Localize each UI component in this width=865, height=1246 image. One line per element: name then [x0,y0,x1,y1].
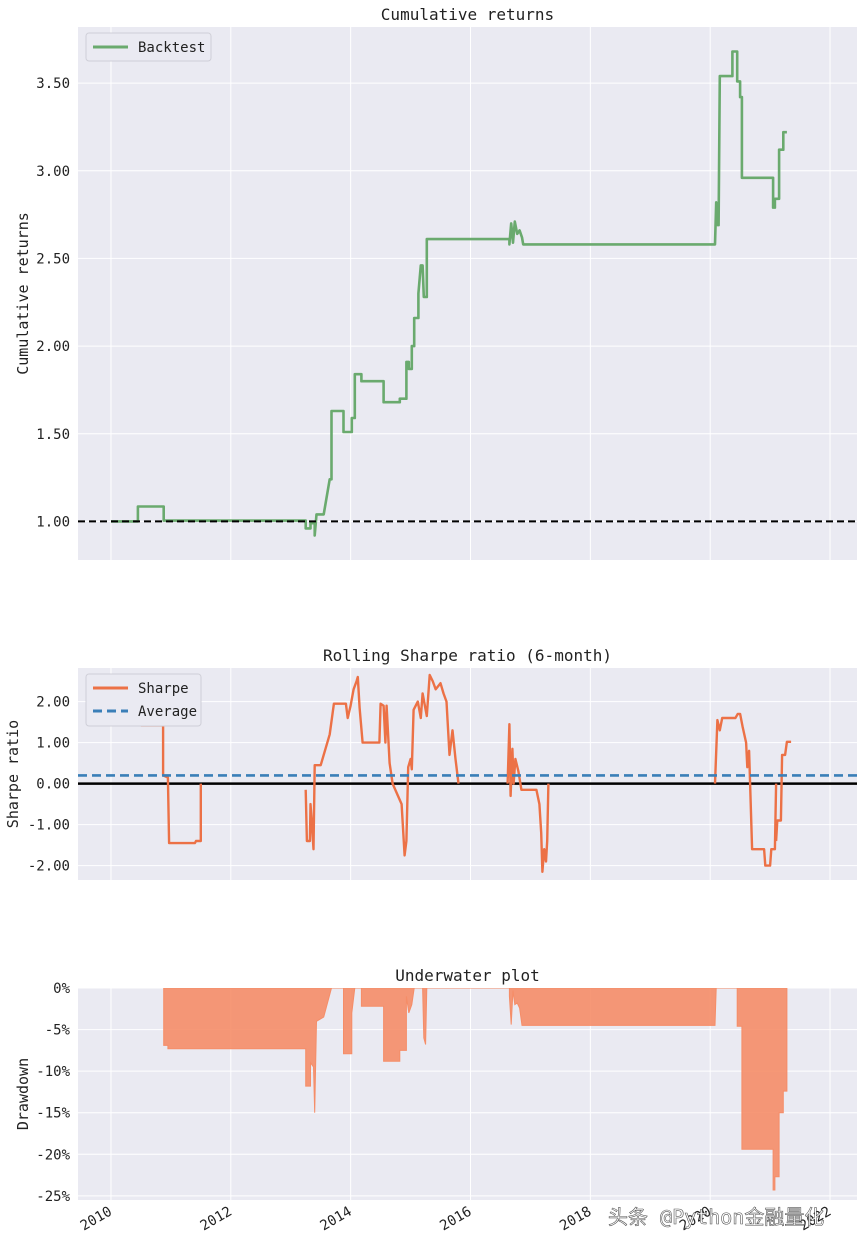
x-tick-label: 2014 [317,1204,354,1235]
y-tick-label: 3.00 [36,164,70,180]
x-tick-label: 2018 [557,1204,594,1235]
y-tick-label: -10% [36,1064,70,1080]
y-tick-label: 1.00 [36,514,70,530]
plot-background [78,668,857,880]
legend-label-sharpe: Sharpe [138,681,189,697]
plot-area [163,988,788,1191]
y-tick-label: -20% [36,1147,70,1163]
y-tick-label: -1.00 [28,818,70,834]
x-tick-label: 2010 [78,1204,115,1235]
plot-background [78,27,857,560]
grid [78,27,857,560]
legend-label-backtest: Backtest [138,40,205,56]
sharpe-line-segment-4 [713,712,778,867]
y-tick-label: -5% [45,1023,71,1039]
chart-panel-2: Rolling Sharpe ratio (6-month) -2.00 -1.00… [4,646,857,880]
backtest-line [111,50,787,537]
plot-area [78,673,857,873]
y-tick-label: -25% [36,1189,70,1205]
chart-title: Rolling Sharpe ratio (6-month) [323,646,612,665]
legend-box [85,32,212,62]
sharpe-line-segment-3 [506,723,550,873]
y-tick-label: 0.00 [36,777,70,793]
drawdown-area [163,988,788,1191]
y-tick-label: -15% [36,1106,70,1122]
y-tick-label: 1.50 [36,427,70,443]
y-tick-label: -2.00 [28,859,70,875]
y-tick-label: 1.00 [36,736,70,752]
plot-area [78,50,857,537]
sharpe-line-segment-1 [140,724,202,845]
x-tick-label: 2012 [198,1204,235,1235]
x-tick-label: 2016 [437,1204,474,1235]
chart-title: Underwater plot [395,966,540,985]
chart-title: Cumulative returns [381,5,554,24]
legend: Sharpe Average [85,673,202,727]
y-axis-label: Cumulative returns [14,212,32,375]
sharpe-line-segment-2 [304,673,460,857]
y-tick-label: 0% [53,981,70,997]
watermark: 头条 @Python金融量化 [608,1205,824,1229]
y-tick-label: 2.50 [36,251,70,267]
legend: Backtest [85,32,212,62]
legend-label-average: Average [138,704,197,720]
y-tick-label: 2.00 [36,695,70,711]
chart-panel-1: Cumulative returns 1.00 1.50 2.00 2.50 3.00 3.… [14,5,857,560]
sharpe-line-segment-5 [774,740,792,842]
y-tick-label: 2.00 [36,339,70,355]
y-axis-label: Sharpe ratio [4,720,22,828]
y-tick-label: 3.50 [36,76,70,92]
y-axis-label: Drawdown [14,1058,32,1130]
chart-panel-3: Underwater plot 0% -5% -10% -15% -20% -25% Draw… [14,966,857,1205]
